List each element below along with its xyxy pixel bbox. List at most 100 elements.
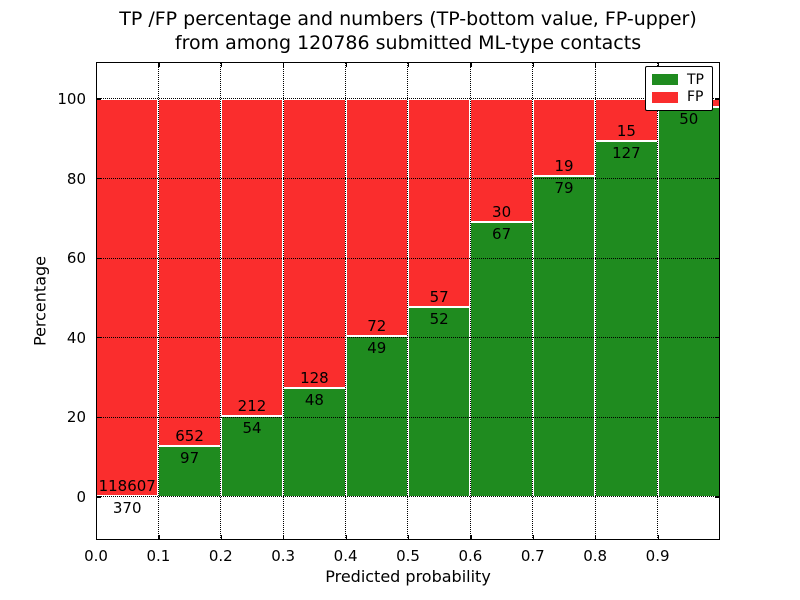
gridline-horizontal bbox=[96, 177, 720, 179]
bar-segment-fp bbox=[96, 99, 159, 496]
x-tick bbox=[96, 535, 98, 540]
x-tick-label: 0.5 bbox=[396, 547, 420, 565]
bar-value-tp: 370 bbox=[112, 498, 142, 517]
bar-segment-tp bbox=[408, 307, 471, 497]
x-tick-label: 0.7 bbox=[520, 547, 545, 565]
x-tick-label: 0.0 bbox=[84, 547, 108, 565]
bar-segment-tp bbox=[532, 176, 596, 497]
chart-title-line1: TP /FP percentage and numbers (TP-bottom… bbox=[119, 8, 697, 30]
x-tick-label: 0.9 bbox=[645, 547, 670, 565]
x-tick bbox=[345, 62, 347, 67]
bar-segment-tp bbox=[345, 335, 408, 497]
bar-segment-fp bbox=[408, 99, 471, 308]
y-tick bbox=[96, 257, 101, 259]
y-tick bbox=[715, 496, 720, 498]
bar-value-tp: 97 bbox=[180, 448, 200, 467]
gridline-vertical bbox=[157, 62, 159, 540]
y-tick-label: 100 bbox=[57, 90, 86, 108]
tp-swatch-icon bbox=[652, 74, 678, 86]
legend: TP FP bbox=[645, 66, 713, 111]
bar-value-fp: 57 bbox=[429, 288, 449, 307]
bar-value-tp: 79 bbox=[554, 179, 574, 198]
gridline-horizontal bbox=[96, 416, 720, 418]
x-tick bbox=[718, 62, 720, 67]
y-tick bbox=[715, 337, 720, 339]
x-tick bbox=[595, 535, 597, 540]
bar-segment-fp bbox=[158, 99, 221, 446]
bar-segment-tp bbox=[470, 221, 533, 497]
bar-segment-fp bbox=[532, 99, 596, 177]
x-tick bbox=[657, 62, 659, 67]
bar-value-fp: 128 bbox=[300, 369, 329, 388]
x-tick bbox=[532, 62, 535, 67]
gridline-horizontal bbox=[96, 257, 720, 259]
gridline-horizontal bbox=[96, 337, 720, 339]
fp-swatch-icon bbox=[652, 91, 678, 103]
x-tick bbox=[595, 62, 597, 67]
bar-value-fp: 212 bbox=[237, 397, 267, 416]
bar-value-tp: 54 bbox=[242, 419, 262, 438]
x-tick bbox=[532, 535, 535, 540]
gridline-vertical bbox=[220, 62, 222, 540]
bar-segment-tp bbox=[595, 141, 658, 497]
y-tick bbox=[715, 416, 720, 419]
y-tick-label: 60 bbox=[66, 249, 86, 268]
bar-segment-tp bbox=[657, 106, 720, 497]
bar-segment-tp bbox=[283, 388, 346, 497]
x-tick-label: 0.2 bbox=[208, 547, 233, 565]
gridline-vertical bbox=[344, 62, 346, 540]
bar-value-tp: 48 bbox=[304, 391, 324, 410]
x-axis-label: Predicted probability bbox=[325, 567, 491, 586]
bar-value-tp: 49 bbox=[367, 338, 387, 357]
x-tick bbox=[345, 535, 347, 540]
gridline-vertical bbox=[532, 62, 534, 540]
y-tick-label: 80 bbox=[66, 169, 86, 188]
x-tick bbox=[158, 535, 160, 540]
y-tick bbox=[96, 416, 101, 419]
x-tick bbox=[470, 535, 472, 540]
bar-value-fp: 15 bbox=[616, 122, 636, 141]
x-tick bbox=[718, 535, 720, 540]
bar-value-tp: 127 bbox=[612, 144, 641, 163]
x-tick bbox=[408, 535, 410, 540]
x-tick bbox=[470, 62, 472, 67]
y-tick bbox=[715, 257, 720, 259]
y-tick bbox=[715, 98, 720, 100]
y-tick bbox=[96, 496, 101, 498]
bar-segment-fp bbox=[345, 99, 408, 336]
y-tick bbox=[96, 337, 101, 339]
y-tick bbox=[96, 177, 101, 180]
chart-title-line2: from among 120786 submitted ML-type cont… bbox=[174, 32, 642, 54]
bar-value-tp: 50 bbox=[679, 109, 699, 128]
bar-value-fp: 118607 bbox=[98, 476, 156, 495]
x-tick bbox=[408, 62, 410, 67]
x-tick bbox=[158, 62, 160, 67]
x-tick-label: 0.1 bbox=[146, 547, 171, 565]
bar-value-fp: 30 bbox=[492, 202, 512, 221]
legend-item-tp: TP bbox=[652, 73, 706, 87]
y-tick-label: 20 bbox=[66, 408, 86, 427]
gridline-vertical bbox=[282, 62, 284, 540]
bar-value-tp: 67 bbox=[492, 224, 512, 243]
x-tick bbox=[96, 62, 98, 67]
bar-value-fp: 19 bbox=[554, 157, 574, 176]
x-tick-label: 0.8 bbox=[583, 547, 608, 565]
y-tick bbox=[96, 98, 101, 100]
y-tick-label: 0 bbox=[76, 488, 86, 506]
plot-area: TP FP 118607 370 652 97 212 54 128 48 72 49 57 52 30… bbox=[57, 62, 720, 565]
y-tick-label: 40 bbox=[66, 328, 86, 347]
gridline-vertical bbox=[469, 62, 471, 540]
bar-value-tp: 52 bbox=[429, 310, 449, 329]
gridline-horizontal bbox=[96, 496, 720, 498]
x-tick bbox=[283, 62, 285, 67]
bar-segment-fp bbox=[283, 99, 346, 389]
legend-label-tp: TP bbox=[687, 71, 704, 88]
x-tick-label: 0.4 bbox=[333, 547, 358, 565]
x-tick bbox=[283, 535, 285, 540]
bar-value-fp: 652 bbox=[175, 426, 204, 445]
legend-item-fp: FP bbox=[652, 90, 706, 104]
legend-label-fp: FP bbox=[687, 89, 704, 106]
x-axis-label-wrap: Predicted probability bbox=[96, 567, 720, 586]
x-tick bbox=[220, 535, 223, 540]
